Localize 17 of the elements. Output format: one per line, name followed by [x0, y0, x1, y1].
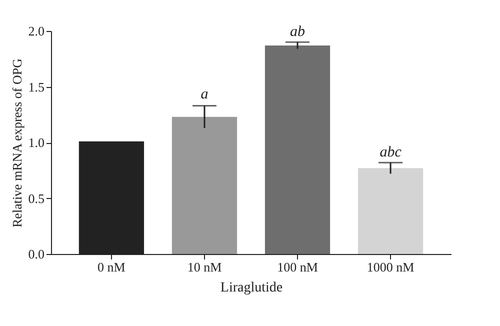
y-axis-title: Relative mRNA express of OPG	[9, 58, 24, 228]
annotation: a	[200, 86, 208, 103]
x-tick-label: 10 nM	[187, 260, 222, 274]
x-tick-label: 1000 nM	[366, 260, 415, 274]
annotation: abc	[380, 144, 402, 161]
y-tick-label: 2.0	[28, 24, 44, 38]
bar	[172, 116, 238, 254]
x-tick-label: 0 nM	[98, 260, 126, 274]
y-tick-label: 1.5	[28, 79, 44, 94]
y-tick-label: 1.0	[28, 135, 44, 150]
bar	[358, 168, 424, 254]
y-tick-label: 0.5	[28, 190, 44, 206]
y-tick-label: 0.0	[28, 246, 44, 262]
annotation: ab	[290, 24, 306, 40]
x-axis-title: Liraglutide	[220, 280, 283, 296]
bar	[264, 45, 330, 254]
x-tick-label: 100 nM	[277, 260, 318, 274]
